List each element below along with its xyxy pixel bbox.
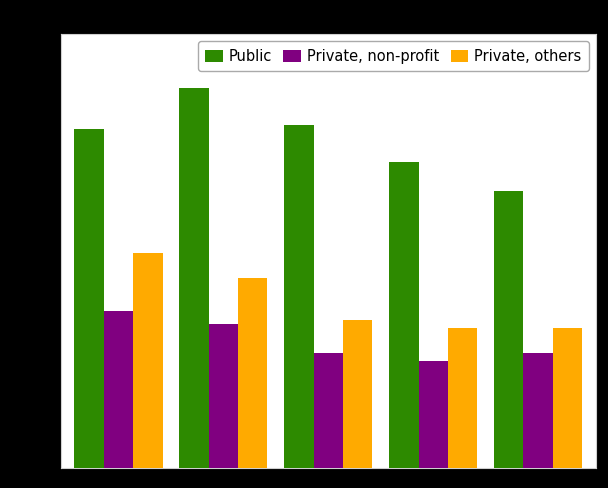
Bar — [314, 353, 343, 468]
Bar — [494, 191, 523, 468]
Bar — [343, 320, 372, 468]
Bar — [418, 361, 448, 468]
Bar — [209, 324, 238, 468]
Bar — [448, 328, 477, 468]
Bar — [238, 278, 268, 468]
Bar — [179, 88, 209, 468]
Bar — [389, 163, 418, 468]
Bar — [133, 253, 162, 468]
Bar — [104, 311, 133, 468]
Bar — [523, 353, 553, 468]
Bar — [285, 125, 314, 468]
Legend: Public, Private, non-profit, Private, others: Public, Private, non-profit, Private, ot… — [198, 41, 589, 71]
Bar — [74, 129, 104, 468]
Bar — [553, 328, 582, 468]
